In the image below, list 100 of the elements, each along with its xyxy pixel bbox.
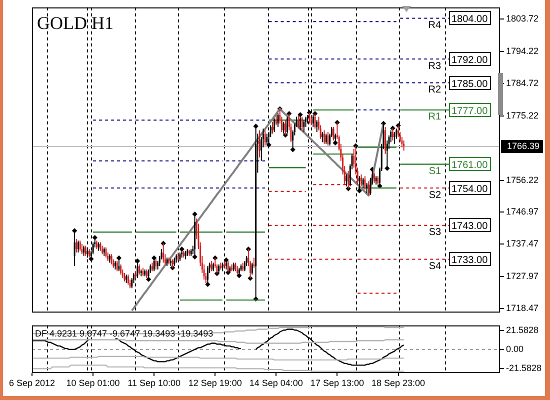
annotation: 1777.00 bbox=[452, 106, 488, 117]
candlestick bbox=[138, 264, 140, 276]
candlestick bbox=[83, 245, 85, 256]
chart-title: GOLD H1 bbox=[37, 13, 114, 34]
candlestick bbox=[373, 172, 375, 184]
candlestick bbox=[206, 266, 208, 285]
y-tick-label: -21.5828 bbox=[506, 362, 542, 373]
candlestick bbox=[246, 255, 248, 267]
candlestick bbox=[76, 238, 78, 254]
y-tick-label: 0.00 bbox=[506, 344, 524, 354]
candlestick bbox=[398, 125, 400, 138]
candlestick bbox=[322, 131, 324, 143]
candlestick bbox=[77, 240, 79, 254]
candlestick bbox=[272, 121, 274, 134]
candlestick bbox=[327, 131, 329, 146]
series-label: R4 bbox=[428, 20, 442, 32]
ref-line-label: 1766.39 bbox=[507, 140, 540, 151]
y-tick-label: 1756.22 bbox=[506, 174, 539, 185]
candlestick bbox=[366, 182, 368, 194]
candlestick bbox=[81, 244, 83, 255]
annotation: 1785.00 bbox=[452, 78, 488, 90]
annotation: 1804.00 bbox=[452, 14, 488, 25]
series-label: R1 bbox=[428, 112, 442, 123]
candlestick bbox=[299, 114, 301, 131]
y-tick-label: 1775.22 bbox=[506, 110, 539, 120]
candlestick bbox=[364, 176, 366, 190]
series-label: S1 bbox=[428, 166, 442, 177]
candlestick bbox=[253, 257, 255, 268]
candlestick bbox=[275, 114, 277, 126]
candlestick bbox=[303, 120, 305, 132]
candlestick bbox=[301, 116, 303, 131]
candlestick bbox=[314, 113, 316, 130]
candlestick bbox=[384, 126, 386, 155]
candlestick bbox=[312, 114, 314, 128]
candlestick bbox=[105, 246, 107, 258]
series-label: S3 bbox=[428, 227, 442, 238]
candlestick bbox=[346, 174, 348, 187]
candlestick bbox=[277, 112, 279, 128]
candlestick bbox=[360, 174, 362, 187]
x-tick-label: 17 Sep 13:00 bbox=[310, 378, 364, 388]
candlestick bbox=[316, 120, 318, 132]
x-tick-label: 14 Sep 04:00 bbox=[249, 378, 303, 388]
candlestick bbox=[153, 257, 155, 272]
series-label: S2 bbox=[428, 190, 442, 201]
candlestick bbox=[308, 112, 310, 124]
candlestick bbox=[298, 114, 300, 130]
candlestick bbox=[334, 133, 336, 144]
y-tick-label: 1718.47 bbox=[506, 303, 539, 314]
y-tick-label: 1727.97 bbox=[506, 270, 539, 281]
annotation: 1761.00 bbox=[452, 160, 488, 171]
y-tick-label: 1794.22 bbox=[506, 46, 539, 56]
candlestick bbox=[264, 130, 266, 146]
candlestick bbox=[79, 240, 81, 252]
series-label: R2 bbox=[428, 84, 442, 96]
x-tick-label: 18 Sep 23:00 bbox=[371, 378, 426, 388]
candlestick bbox=[148, 268, 150, 280]
candlestick bbox=[394, 131, 396, 144]
candlestick bbox=[127, 274, 129, 286]
candlestick bbox=[96, 240, 98, 250]
candlestick bbox=[258, 130, 260, 158]
series-label: R3 bbox=[428, 60, 442, 72]
candlestick bbox=[118, 257, 120, 272]
point bbox=[134, 258, 140, 264]
annotation: 1743.00 bbox=[452, 220, 488, 232]
candlestick bbox=[386, 140, 388, 169]
candlestick bbox=[332, 126, 334, 141]
chart-title: DF 4.9231 9.6747 -9.6747 19.3493 -19.3493 bbox=[35, 328, 214, 338]
candlestick bbox=[274, 118, 276, 132]
candlestick bbox=[162, 242, 164, 264]
series-label: S4 bbox=[428, 261, 442, 272]
y-tick-label: 1737.47 bbox=[506, 238, 539, 249]
candlestick bbox=[131, 277, 133, 289]
candlestick bbox=[227, 260, 229, 274]
candlestick bbox=[116, 260, 118, 272]
candlestick bbox=[74, 230, 76, 267]
y-tick-label: 21.5828 bbox=[506, 324, 539, 335]
candlestick bbox=[362, 177, 364, 189]
candlestick bbox=[368, 180, 370, 196]
candlestick bbox=[310, 114, 312, 126]
candlestick bbox=[210, 260, 212, 272]
candlestick bbox=[348, 170, 350, 190]
x-tick-label: 11 Sep 10:00 bbox=[128, 378, 181, 388]
x-tick-label: 10 Sep 01:00 bbox=[66, 378, 120, 388]
y-tick-label: 1784.72 bbox=[506, 78, 539, 88]
candlestick bbox=[110, 254, 112, 265]
x-tick-label: 12 Sep 19:00 bbox=[188, 378, 242, 388]
candlestick bbox=[324, 130, 326, 144]
candlestick bbox=[392, 128, 394, 141]
candlestick bbox=[155, 258, 157, 270]
annotation: 1733.00 bbox=[452, 254, 488, 266]
candlestick bbox=[282, 121, 284, 134]
annotation: 1792.00 bbox=[452, 54, 488, 66]
y-tick-label: 1746.97 bbox=[506, 206, 539, 216]
candlestick bbox=[120, 264, 122, 276]
annotation: 1754.00 bbox=[452, 184, 488, 195]
x-tick-label: 6 Sep 2012 bbox=[8, 378, 56, 388]
candlestick bbox=[84, 245, 86, 256]
candlestick bbox=[403, 140, 405, 152]
candlestick bbox=[325, 133, 327, 144]
candlestick bbox=[114, 260, 116, 270]
